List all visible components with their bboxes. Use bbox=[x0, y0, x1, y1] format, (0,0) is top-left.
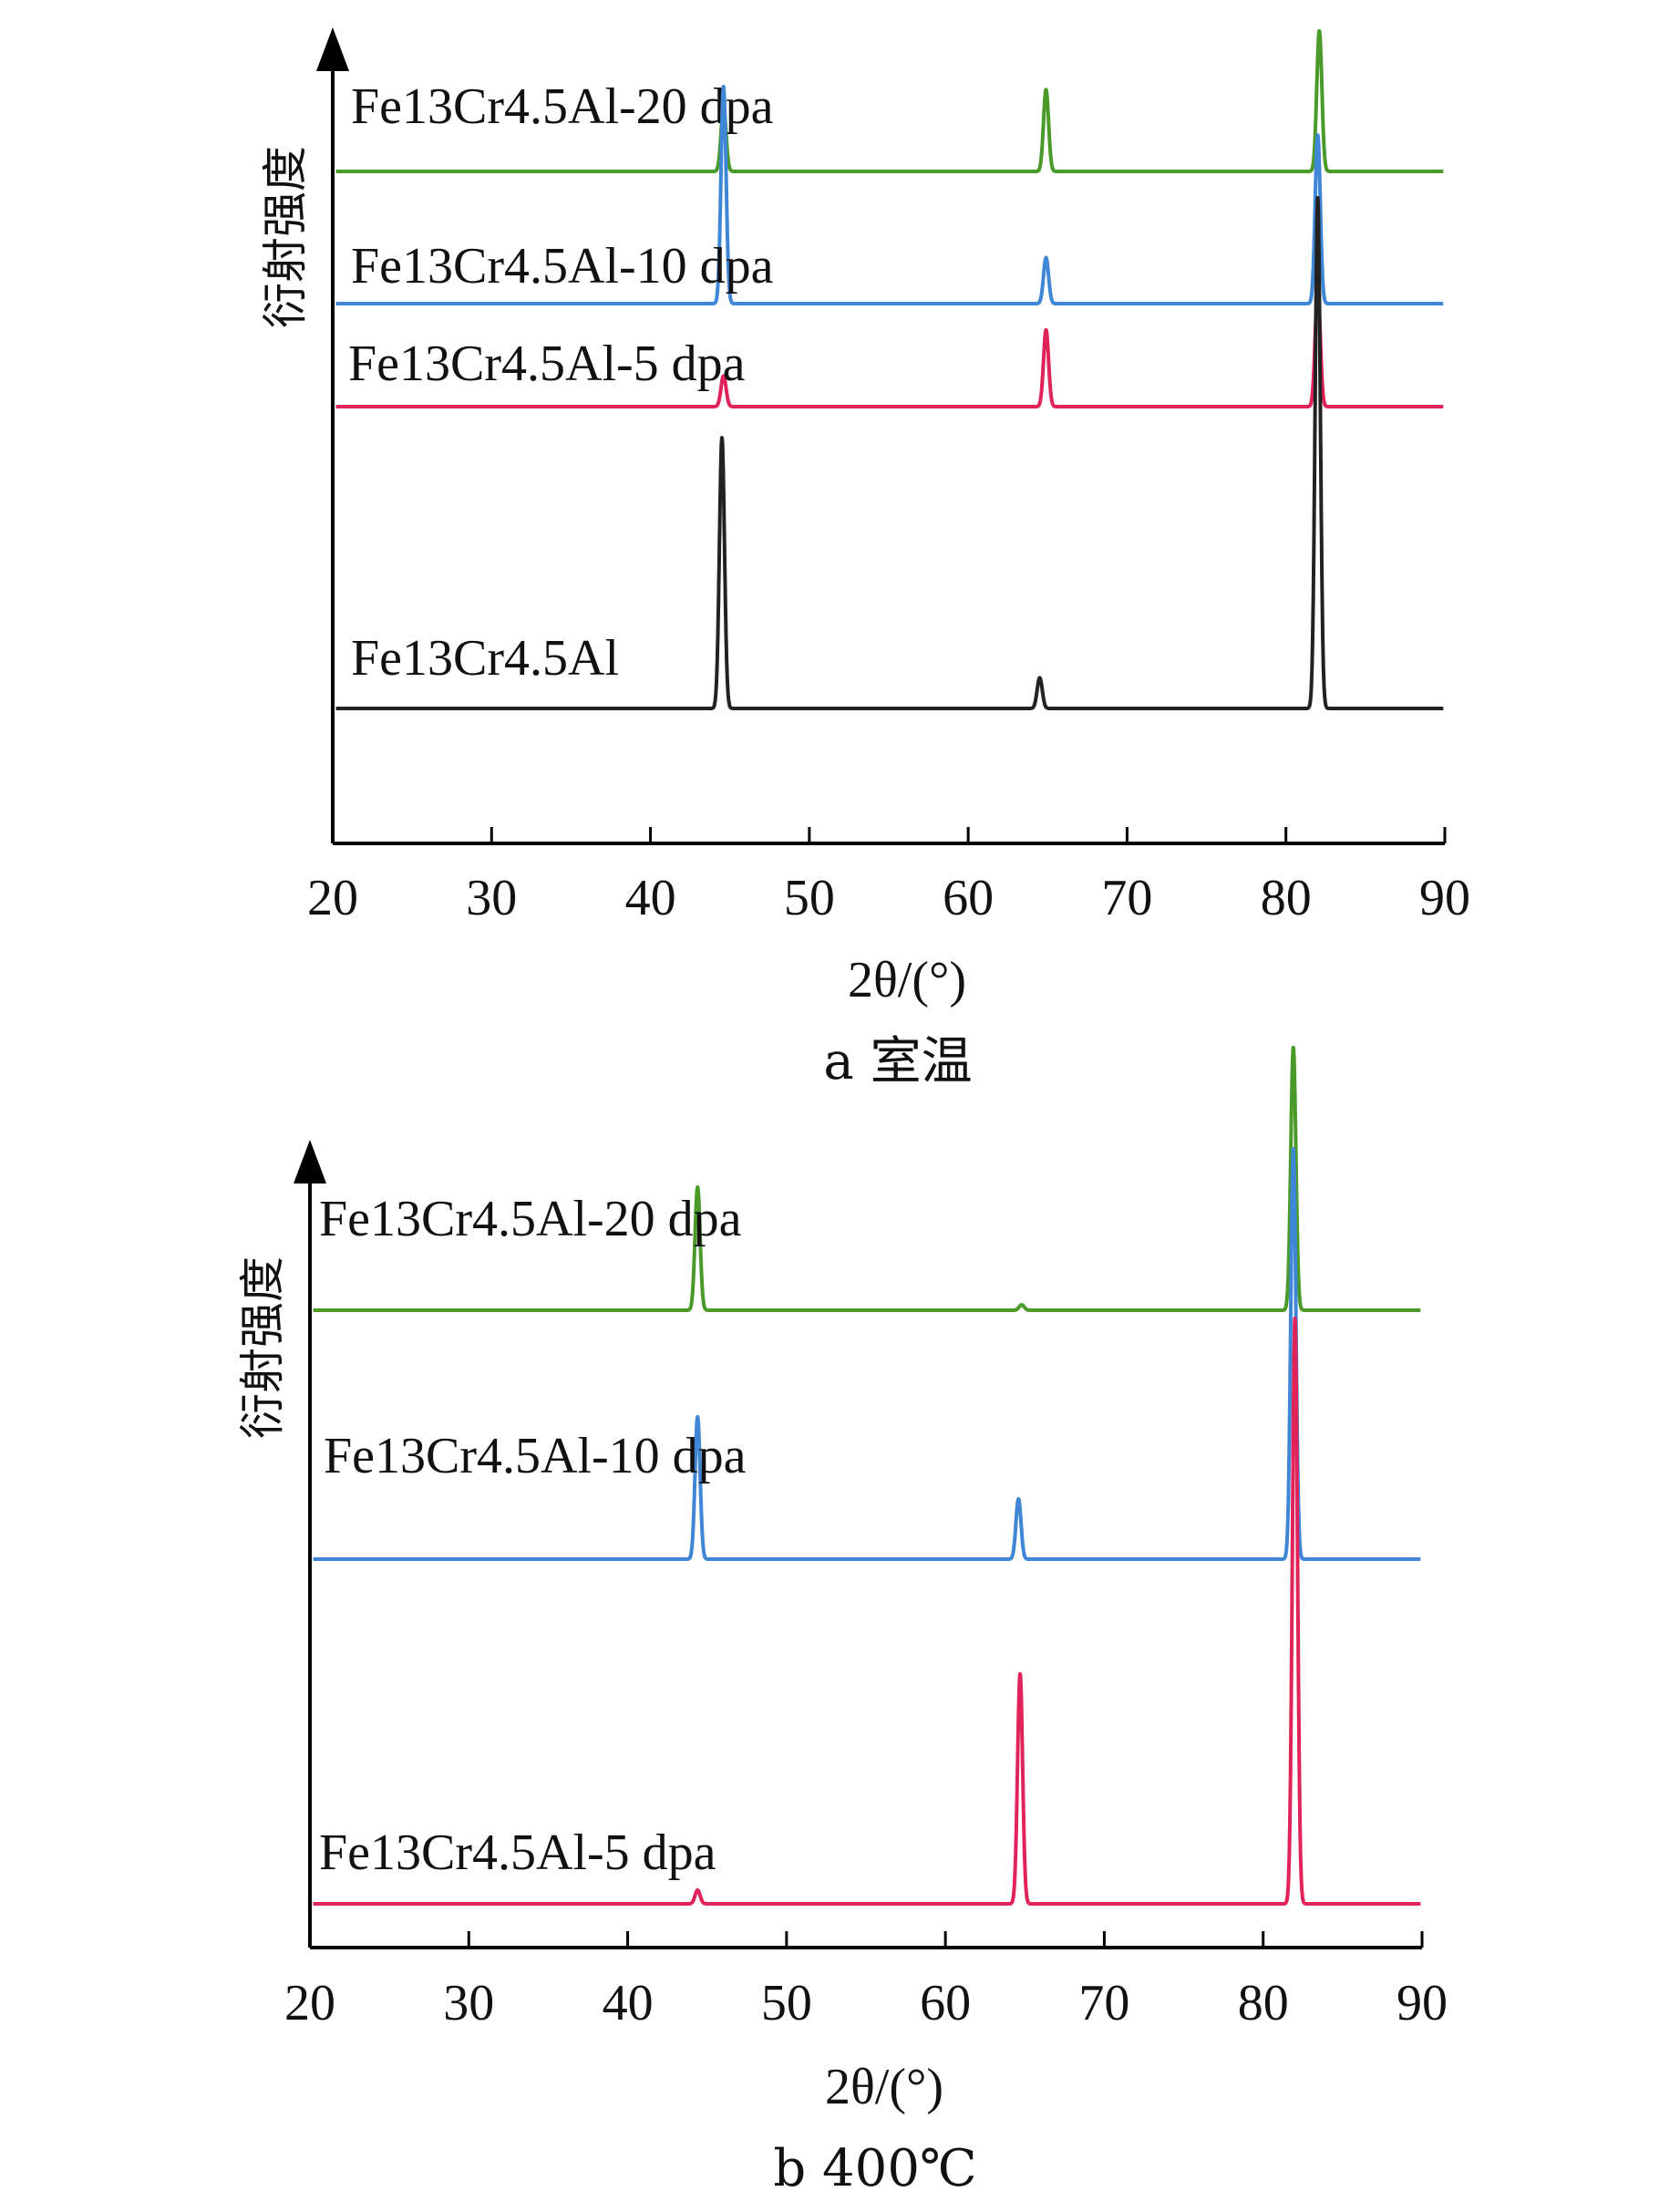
x-axis-title: 2θ/(°) bbox=[848, 952, 966, 1008]
panel-caption: b 400℃ bbox=[773, 2139, 976, 2198]
peak-mark bbox=[1044, 255, 1048, 260]
peak-mark bbox=[1019, 1303, 1024, 1307]
series-1: Fe13Cr4.5Al-10 dpa bbox=[311, 1147, 1422, 1561]
peak-mark bbox=[1291, 1046, 1295, 1049]
series-label: Fe13Cr4.5Al-20 dpa bbox=[351, 78, 774, 135]
peak-mark bbox=[696, 1185, 700, 1189]
y-axis-title: 衍射强度 bbox=[259, 146, 312, 328]
series-0: Fe13Cr4.5Al-20 dpa bbox=[334, 29, 1445, 173]
peak-mark bbox=[1315, 133, 1320, 138]
series-trace bbox=[311, 1147, 1422, 1561]
series-label: Fe13Cr4.5Al-20 dpa bbox=[319, 1191, 742, 1247]
peak-mark bbox=[1044, 328, 1048, 332]
series-trace bbox=[334, 287, 1445, 408]
x-tick-label: 30 bbox=[443, 1975, 494, 2031]
series-trace bbox=[334, 196, 1445, 710]
peak-mark bbox=[1315, 196, 1320, 200]
x-tick-label: 80 bbox=[1238, 1975, 1289, 2031]
x-tick-label: 90 bbox=[1419, 870, 1470, 926]
x-tick-label: 20 bbox=[307, 870, 358, 926]
peak-mark bbox=[1293, 1317, 1297, 1320]
panel-caption: a 室温 bbox=[823, 1032, 972, 1091]
peak-mark bbox=[696, 1415, 700, 1419]
x-tick-label: 70 bbox=[1078, 1975, 1129, 2031]
series-trace bbox=[311, 1317, 1422, 1906]
x-tick-label: 50 bbox=[761, 1975, 812, 2031]
peak-mark bbox=[1317, 29, 1322, 33]
x-tick-label: 80 bbox=[1261, 870, 1312, 926]
x-tick-label: 20 bbox=[284, 1975, 335, 2031]
x-tick-label: 70 bbox=[1101, 870, 1152, 926]
series-trace bbox=[334, 29, 1445, 173]
peak-mark bbox=[696, 1888, 700, 1892]
peak-mark bbox=[721, 85, 726, 88]
x-tick-label: 40 bbox=[625, 870, 676, 926]
peak-mark bbox=[1044, 88, 1048, 92]
series-trace bbox=[311, 1046, 1422, 1312]
series-0: Fe13Cr4.5Al-20 dpa bbox=[311, 1046, 1422, 1312]
y-axis-title: 衍射强度 bbox=[236, 1256, 289, 1439]
series-2: Fe13Cr4.5Al-5 dpa bbox=[311, 1317, 1422, 1906]
y-axis-arrow-icon bbox=[316, 27, 349, 71]
series-label: Fe13Cr4.5Al-10 dpa bbox=[324, 1428, 747, 1484]
x-tick-label: 50 bbox=[784, 870, 835, 926]
peak-mark bbox=[1291, 1147, 1295, 1151]
series-trace bbox=[334, 85, 1445, 305]
x-axis-title: 2θ/(°) bbox=[825, 2059, 943, 2115]
x-tick-label: 60 bbox=[943, 870, 994, 926]
peak-mark bbox=[721, 374, 726, 378]
series-label: Fe13Cr4.5Al-5 dpa bbox=[319, 1824, 716, 1881]
panel-a-room-temperature: 20 30 40 50 60 70 80 90 2θ/(°) 衍射强度 a 室温 Fe13Cr4.5A… bbox=[259, 27, 1470, 1091]
series-2: Fe13Cr4.5Al-5 dpa bbox=[334, 287, 1445, 408]
peak-mark bbox=[1037, 676, 1042, 680]
peak-mark bbox=[1016, 1497, 1021, 1501]
series-label: Fe13Cr4.5Al-10 dpa bbox=[351, 238, 774, 295]
series-label: Fe13Cr4.5Al-5 dpa bbox=[348, 336, 746, 392]
y-axis-arrow-icon bbox=[294, 1140, 326, 1184]
panel-b-400c: 20 30 40 50 60 70 80 90 2θ/(°) 衍射强度 b 400℃ Fe13Cr4.… bbox=[236, 1046, 1448, 2198]
series-3: Fe13Cr4.5Al bbox=[334, 196, 1445, 710]
x-tick-label: 30 bbox=[466, 870, 517, 926]
peak-mark bbox=[1018, 1672, 1023, 1676]
x-tick-label: 60 bbox=[920, 1975, 971, 2031]
x-tick-label: 90 bbox=[1397, 1975, 1448, 2031]
series-label: Fe13Cr4.5Al bbox=[351, 630, 619, 687]
series-1: Fe13Cr4.5Al-10 dpa bbox=[334, 85, 1445, 305]
peak-mark bbox=[720, 436, 724, 440]
x-tick-label: 40 bbox=[603, 1975, 654, 2031]
